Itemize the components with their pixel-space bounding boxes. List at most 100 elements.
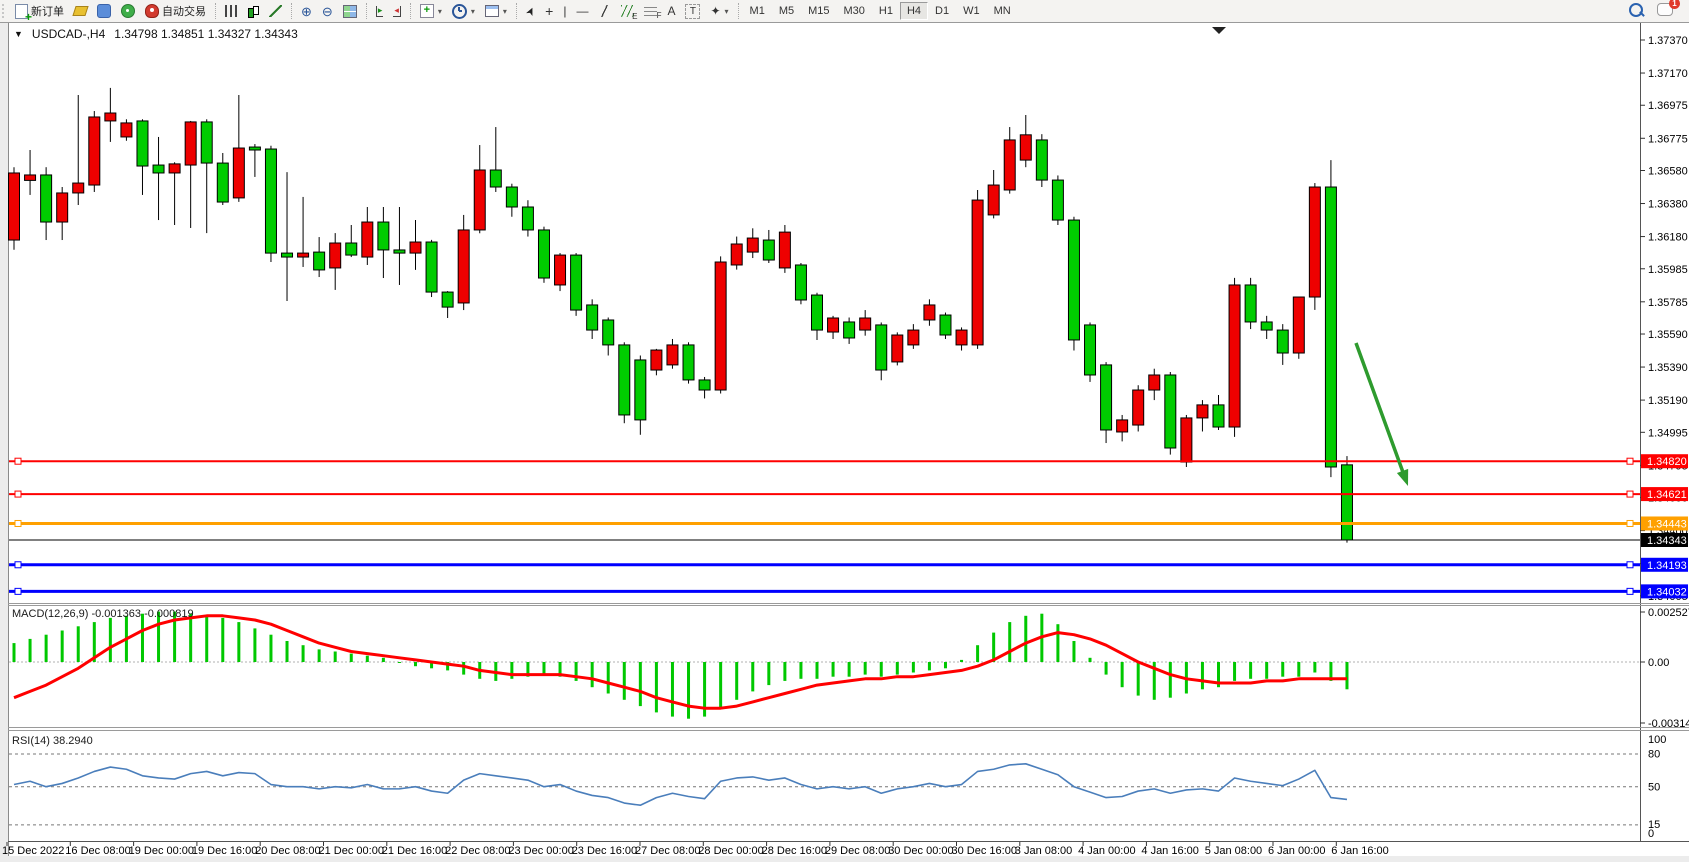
line-handle[interactable] [1626,587,1634,595]
zoom-out-button[interactable]: ⊖ [317,0,338,22]
autotrade-button[interactable]: 自动交易 [140,0,211,22]
candle-body [1212,404,1225,428]
trendline-tool-button[interactable] [593,0,616,22]
line-handle[interactable] [1626,519,1634,527]
auto-scroll-button[interactable]: ▸ [371,0,389,22]
timeframe-H1[interactable]: H1 [878,5,893,17]
cursor-tool-button[interactable]: ➤ [521,0,540,22]
arrows-tool-button[interactable]: ✦ ▾ [705,0,733,22]
text-label-tool-button[interactable]: T [680,0,705,22]
chart-shift-button[interactable]: ◂ [388,0,406,22]
price-tick-label: 1.35390 [1648,362,1688,374]
candle-body [1340,464,1353,541]
macd-histogram-bar [1233,662,1237,681]
macd-histogram-bar [574,662,578,681]
fibonacci-tool-button[interactable] [639,0,662,22]
clock-icon [451,3,467,19]
macd-histogram-bar [719,662,723,709]
line-handle[interactable] [1626,457,1634,465]
crosshair-tool-button[interactable]: + [540,0,558,22]
candle-body [762,239,775,261]
timeframe-MN[interactable]: MN [993,5,1011,17]
tile-windows-button[interactable] [338,0,362,22]
candle-body [891,334,904,363]
trend-arrow-object[interactable] [1354,342,1406,476]
search-button[interactable] [1629,2,1643,20]
candle-body [1228,284,1241,428]
line-handle[interactable] [14,561,22,569]
line-handle[interactable] [14,457,22,465]
time-axis-label: 19 Dec 16:00 [192,845,257,857]
channel-tool-button[interactable] [616,0,639,22]
new-order-button[interactable]: 新订单 [10,0,69,24]
chart-shift-icon: ◂ [393,4,401,17]
price-tick-label: 1.35190 [1648,395,1688,407]
line-handle[interactable] [14,587,22,595]
timeframe-W1[interactable]: W1 [963,5,980,17]
zoom-in-button[interactable]: ⊕ [296,0,317,22]
candle-body [264,148,277,254]
timeframe-D1[interactable]: D1 [935,5,950,17]
candlestick-chart-button[interactable] [242,0,264,22]
templates-button[interactable]: ▾ [480,0,512,22]
periods-button[interactable]: ▾ [447,0,480,22]
gold-icon [72,6,89,16]
timeframe-M1[interactable]: M1 [749,5,765,17]
candle-body [152,164,165,174]
fibonacci-icon [644,6,661,20]
timeframe-H4[interactable]: H4 [899,2,929,20]
toolbar-separator [515,3,517,19]
bar-chart-button[interactable] [220,0,242,22]
timeframe-M30[interactable]: M30 [843,5,865,17]
candle-body [794,264,807,301]
cursor-icon: ➤ [523,4,539,18]
macd-histogram-bar [1265,662,1269,679]
candle-body [88,116,101,186]
macd-histogram-bar [1024,615,1028,662]
time-axis-label: 28 Dec 16:00 [762,845,827,857]
candle-body [955,329,968,346]
candle-body [730,243,743,266]
time-axis-label: 30 Dec 16:00 [952,845,1017,857]
macd-histogram-bar [12,643,16,662]
macd-histogram-bar [1313,662,1317,673]
chart-background[interactable] [8,22,1689,856]
line-chart-button[interactable] [264,0,287,22]
macd-histogram-bar [92,622,96,662]
trend-arrow-head[interactable] [1396,468,1409,486]
time-axis-label: 6 Jan 16:00 [1331,845,1389,857]
rsi-axis-label: 80 [1648,749,1660,761]
price-tick-label: 1.36380 [1648,199,1688,211]
market-watch-button[interactable] [69,0,92,22]
line-handle[interactable] [14,490,22,498]
vertical-line-tool-button[interactable]: | [558,0,571,22]
line-handle[interactable] [1626,490,1634,498]
indicators-button[interactable]: + ▾ [415,0,447,22]
candle-body [1292,296,1305,354]
macd-histogram-bar [237,622,241,662]
line-handle[interactable] [1626,561,1634,569]
line-handle[interactable] [14,519,22,527]
timeframe-M15[interactable]: M15 [808,5,830,17]
candle-body [457,229,470,304]
text-tool-button[interactable]: A [662,0,680,22]
horizontal-line-tool-button[interactable]: — [571,0,593,22]
candle-body [409,241,422,254]
community-button[interactable] [92,0,116,22]
macd-histogram-bar [28,638,32,662]
candle-body [570,254,583,311]
timeframe-M5[interactable]: M5 [778,5,795,17]
macd-histogram-bar [173,611,177,662]
macd-histogram-bar [349,653,353,662]
tile-windows-icon [342,4,357,18]
candle-body [602,319,615,346]
macd-histogram-bar [44,634,48,662]
one-click-trading-toggle[interactable]: ▼ [14,29,23,39]
candle-body [56,192,69,223]
autotrade-label: 自动交易 [162,6,206,18]
candle-body [361,221,374,258]
price-line-label: 1.34820 [1647,456,1687,468]
signals-button[interactable] [116,0,140,22]
notifications-button[interactable]: 1 [1657,0,1680,19]
